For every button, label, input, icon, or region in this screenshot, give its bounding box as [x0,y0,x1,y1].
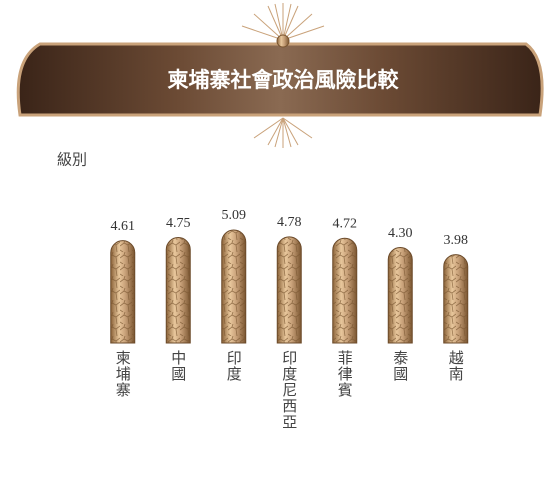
banner-ornament [276,34,290,48]
bar-texture [166,237,191,343]
value-label: 4.72 [333,216,358,231]
x-tick-label: 泰國 [391,350,409,382]
value-label: 4.75 [166,216,191,231]
x-tick-label: 中國 [169,350,187,382]
value-label: 3.98 [444,233,469,248]
bar-texture [332,238,357,343]
bar-texture [277,236,302,343]
x-tick-label: 印度尼西亞 [280,350,298,430]
x-tick-label: 印度 [225,350,243,382]
value-label: 4.61 [111,219,136,234]
sunburst [241,3,325,148]
y-axis-label: 級別 [57,151,87,169]
x-tick-label: 柬埔寨 [114,350,132,398]
x-tick-label: 菲律賓 [336,350,354,398]
bar-texture [443,254,468,343]
bar-texture [110,240,135,343]
bar-texture [388,247,413,343]
value-label: 5.09 [222,208,247,223]
value-label: 4.78 [277,215,302,230]
value-label: 4.30 [388,226,413,241]
x-tick-label: 越南 [447,350,465,382]
chart-title: 柬埔寨社會政治風險比較 [168,68,400,92]
bar-texture [221,230,246,343]
